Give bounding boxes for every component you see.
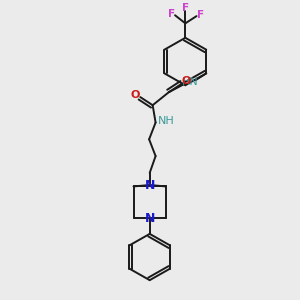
Text: O: O <box>130 90 140 100</box>
Text: F: F <box>197 10 204 20</box>
Text: F: F <box>168 9 175 19</box>
Text: F: F <box>182 3 189 13</box>
Text: O: O <box>182 76 191 86</box>
Text: N: N <box>145 212 155 225</box>
Text: N: N <box>145 178 155 191</box>
Text: HN: HN <box>182 77 198 87</box>
Text: NH: NH <box>158 116 174 126</box>
